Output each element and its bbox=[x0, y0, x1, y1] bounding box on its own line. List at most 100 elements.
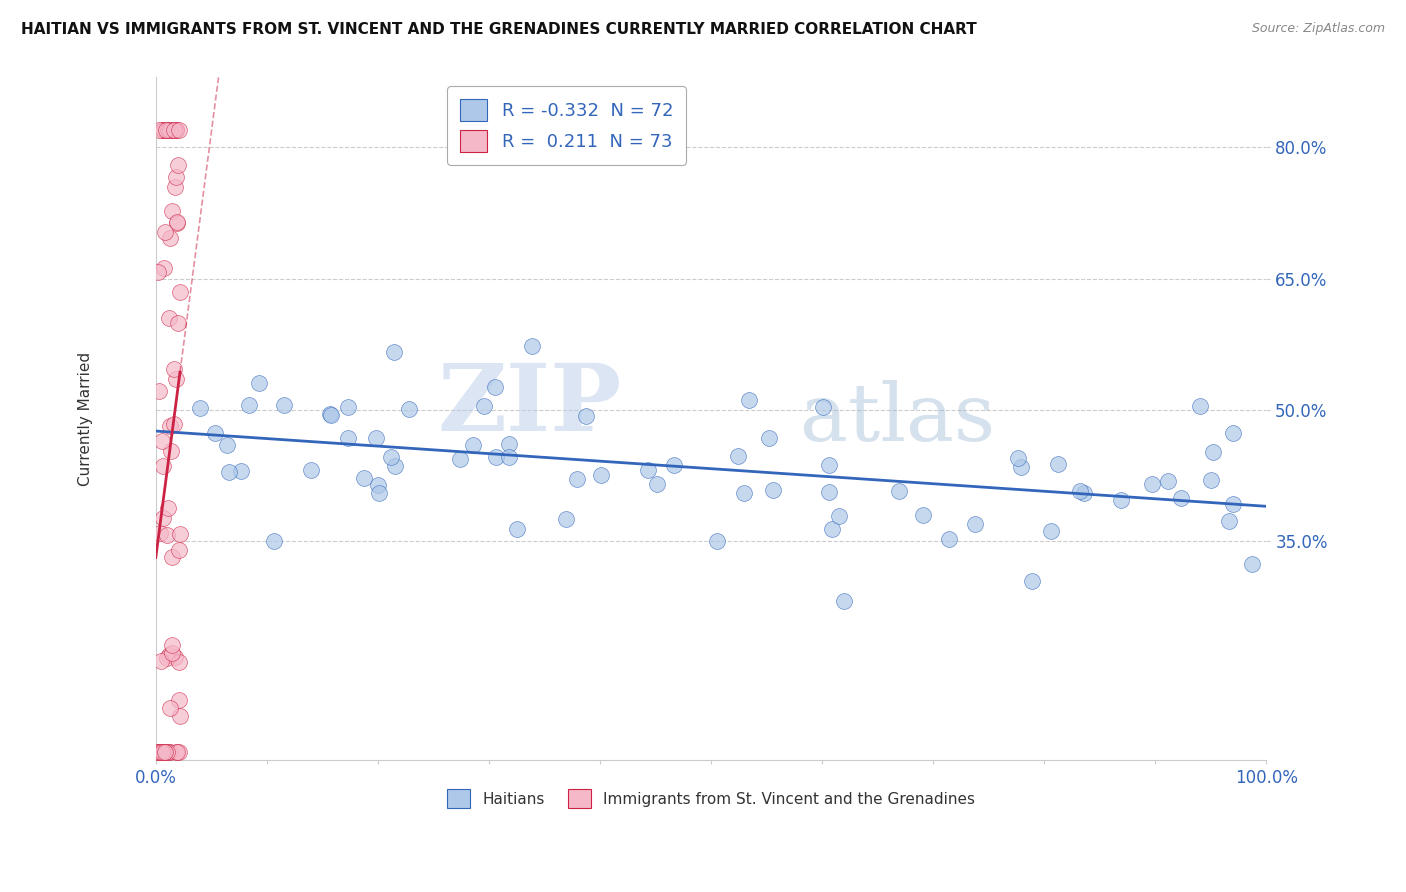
Point bbox=[153, 745, 176, 759]
Point bbox=[637, 463, 659, 477]
Point bbox=[165, 123, 187, 137]
Point bbox=[1189, 399, 1212, 413]
Point bbox=[1069, 483, 1091, 498]
Point bbox=[167, 693, 190, 707]
Point bbox=[152, 260, 174, 275]
Point bbox=[169, 123, 191, 137]
Point bbox=[167, 158, 190, 172]
Point bbox=[157, 648, 180, 662]
Point bbox=[821, 522, 844, 536]
Point bbox=[153, 745, 176, 759]
Point bbox=[380, 450, 402, 464]
Point bbox=[157, 310, 180, 325]
Point bbox=[169, 745, 191, 759]
Point bbox=[167, 655, 190, 669]
Point bbox=[1201, 444, 1223, 458]
Point bbox=[574, 409, 596, 424]
Point bbox=[150, 745, 173, 759]
Point bbox=[152, 123, 174, 137]
Point bbox=[565, 472, 588, 486]
Point bbox=[1222, 425, 1244, 440]
Point bbox=[159, 745, 181, 759]
Point bbox=[152, 459, 174, 474]
Point bbox=[463, 438, 485, 452]
Point bbox=[149, 745, 172, 759]
Point bbox=[911, 508, 934, 522]
Point bbox=[449, 451, 471, 466]
Point bbox=[1109, 492, 1132, 507]
Point bbox=[165, 169, 187, 184]
Point bbox=[263, 533, 285, 548]
Point bbox=[1218, 515, 1240, 529]
Point bbox=[165, 179, 187, 194]
Point bbox=[472, 399, 495, 413]
Point bbox=[336, 431, 359, 445]
Point bbox=[146, 745, 169, 759]
Text: ZIP: ZIP bbox=[437, 360, 621, 450]
Point bbox=[156, 528, 179, 542]
Point bbox=[155, 123, 177, 137]
Point bbox=[555, 512, 578, 526]
Point bbox=[398, 402, 420, 417]
Point bbox=[520, 339, 543, 353]
Point bbox=[1240, 557, 1263, 571]
Point bbox=[190, 401, 212, 415]
Point bbox=[148, 123, 170, 137]
Point bbox=[166, 215, 188, 229]
Point bbox=[382, 345, 405, 359]
Point bbox=[204, 426, 226, 441]
Point bbox=[152, 511, 174, 525]
Point bbox=[159, 231, 181, 245]
Point bbox=[485, 450, 508, 464]
Point bbox=[218, 465, 240, 479]
Point bbox=[148, 264, 170, 278]
Point bbox=[163, 650, 186, 665]
Point bbox=[247, 376, 270, 390]
Point bbox=[319, 407, 342, 421]
Point bbox=[217, 438, 239, 452]
Point bbox=[166, 745, 188, 759]
Point bbox=[811, 400, 834, 414]
Point bbox=[165, 123, 187, 137]
Point bbox=[1170, 491, 1192, 505]
Point bbox=[156, 745, 179, 759]
Point bbox=[159, 123, 181, 137]
Point bbox=[152, 745, 174, 759]
Point bbox=[165, 372, 187, 386]
Point bbox=[231, 464, 253, 478]
Point bbox=[1046, 457, 1069, 471]
Legend: Haitians, Immigrants from St. Vincent and the Grenadines: Haitians, Immigrants from St. Vincent an… bbox=[441, 783, 981, 814]
Point bbox=[498, 450, 520, 464]
Point bbox=[484, 380, 506, 394]
Point bbox=[384, 459, 406, 474]
Point bbox=[1011, 460, 1033, 475]
Point bbox=[167, 317, 190, 331]
Point bbox=[156, 500, 179, 515]
Point bbox=[160, 203, 183, 218]
Point bbox=[589, 467, 612, 482]
Point bbox=[238, 399, 260, 413]
Point bbox=[758, 432, 780, 446]
Point bbox=[887, 484, 910, 499]
Point bbox=[153, 745, 176, 759]
Point bbox=[148, 745, 170, 759]
Point bbox=[153, 745, 176, 759]
Point bbox=[153, 225, 176, 239]
Point bbox=[159, 419, 181, 434]
Point bbox=[1073, 485, 1095, 500]
Point bbox=[165, 123, 187, 137]
Point bbox=[367, 478, 389, 492]
Point bbox=[738, 393, 761, 408]
Point bbox=[1140, 477, 1163, 491]
Point bbox=[160, 638, 183, 652]
Point bbox=[762, 483, 785, 498]
Point bbox=[963, 516, 986, 531]
Point bbox=[299, 463, 322, 477]
Point bbox=[152, 123, 174, 137]
Point bbox=[706, 533, 728, 548]
Point bbox=[157, 745, 180, 759]
Point bbox=[169, 709, 191, 723]
Point bbox=[155, 123, 177, 137]
Point bbox=[149, 525, 172, 540]
Point bbox=[150, 654, 173, 668]
